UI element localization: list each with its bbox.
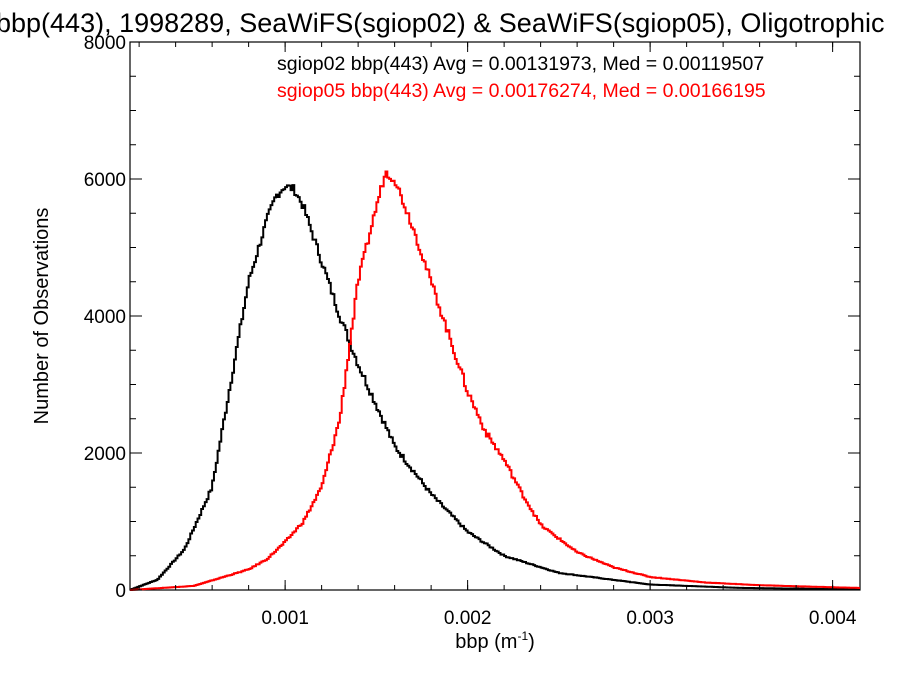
y-tick-label: 8000 [84,33,126,54]
legend-entry-sgiop02: sgiop02 bbp(443) Avg = 0.00131973, Med =… [277,53,764,75]
series-line-sgiop05 [130,170,860,591]
x-axis-label-sup: -1 [517,629,528,643]
series-line-sgiop02 [130,184,860,591]
x-axis-label-text: bbp (m [455,631,517,653]
y-tick-label: 0 [115,581,126,602]
x-axis-label: bbp (m-1) [455,629,535,653]
x-axis-label-close: ) [528,631,535,653]
x-tick-label: 0.004 [809,608,857,629]
y-tick-label: 4000 [84,307,126,328]
series-layer [130,170,860,591]
legend-entry-sgiop05: sgiop05 bbp(443) Avg = 0.00176274, Med =… [277,80,766,102]
chart-title: bbp(443), 1998289, SeaWiFS(sgiop02) & Se… [0,8,884,38]
legend: sgiop02 bbp(443) Avg = 0.00131973, Med =… [277,53,766,102]
x-tick-label: 0.002 [444,608,492,629]
y-tick-label: 6000 [84,170,126,191]
x-tick-label: 0.003 [626,608,674,629]
tick-layer: 0.001 0.002 0.003 0.004 0 2000 4000 6000 8000 [84,33,860,629]
x-tick-label: 0.001 [261,608,309,629]
plot-frame [129,41,861,591]
y-axis-label: Number of Observations [31,208,53,425]
y-tick-label: 2000 [84,444,126,465]
